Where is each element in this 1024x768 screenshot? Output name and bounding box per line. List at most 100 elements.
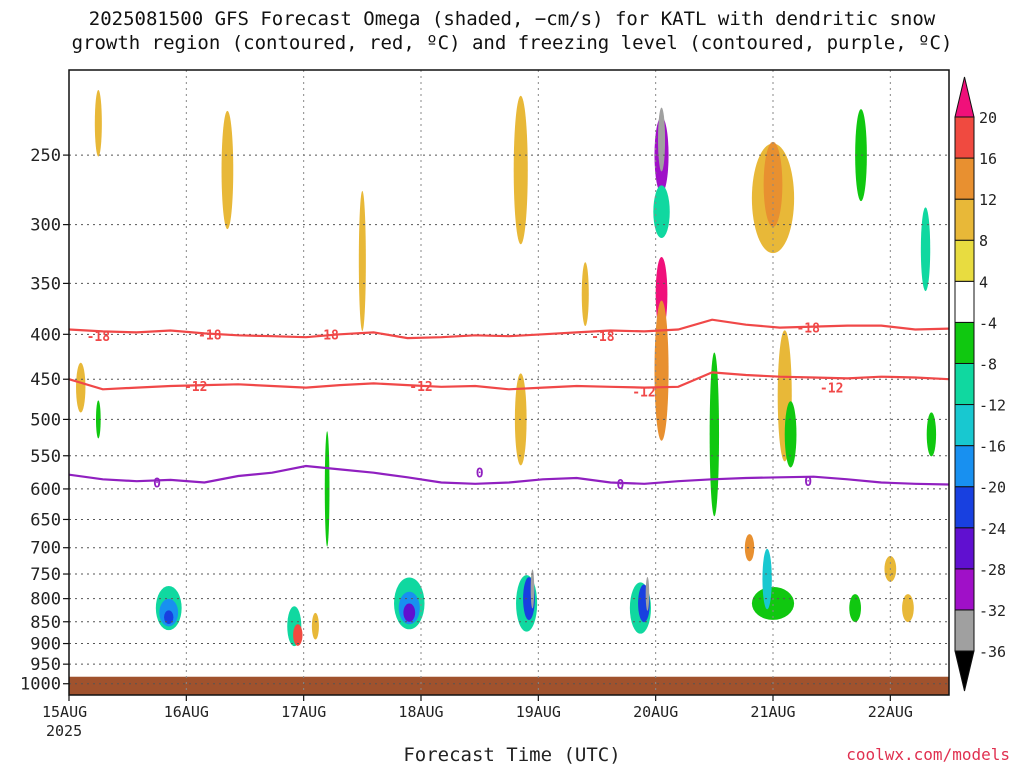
colorbar-label-5: -16	[979, 438, 1006, 456]
y-tick-label-8: 650	[30, 510, 61, 530]
contour-label-5: -12	[184, 380, 207, 395]
y-tick-label-12: 850	[30, 613, 61, 633]
colorbar-swatch-4	[954, 486, 975, 529]
x-axis: 15AUG 16AUG 17AUG 18AUG 19AUG 20AUG 21AUG 22AUG…	[42, 695, 913, 740]
colorbar-label-6: -12	[979, 397, 1006, 415]
omega-blob-20	[658, 107, 666, 172]
colorbar-swatch-10	[954, 239, 975, 282]
plot-frame	[68, 69, 950, 696]
ground-fill	[69, 676, 949, 695]
omega-blob-2	[164, 610, 174, 625]
colorbar-swatch-11	[954, 198, 975, 241]
contour-label-12: 0	[804, 475, 812, 490]
y-tick-label-3: 400	[30, 325, 61, 345]
y-axis: 250 300 350 400 450 500 550 600 650 700 750 800 8509…	[20, 146, 69, 695]
x-tick-label-3: 18AUG	[398, 703, 443, 721]
omega-blob-9	[403, 603, 416, 622]
colorbar-label-13: 20	[979, 109, 997, 127]
x-tick-label-4: 19AUG	[516, 703, 561, 721]
omega-blob-18	[654, 300, 669, 441]
plot-area	[69, 70, 949, 695]
omega-blob-23	[751, 586, 795, 620]
colorbar-label-11: 12	[979, 191, 997, 209]
contour-label-4: -18	[796, 322, 820, 337]
colorbar-swatch-9	[954, 280, 975, 323]
omega-blob-16	[645, 576, 650, 611]
colorbar-bottom-arrow	[954, 650, 975, 692]
contour-label-11: 0	[617, 478, 625, 493]
contour-label-0: -18	[87, 330, 111, 345]
colorbar-label-4: -20	[979, 479, 1006, 497]
colorbar-label-12: 16	[979, 150, 997, 168]
contour-label-1: -18	[198, 328, 222, 343]
colorbar-label-1: -32	[979, 602, 1006, 620]
y-tick-label-1: 300	[30, 216, 61, 236]
colorbar-swatch-1	[954, 609, 975, 652]
omega-blob-24	[762, 548, 772, 610]
contour-line-0	[69, 318, 949, 340]
x-tick-label-1: 16AUG	[164, 703, 209, 721]
omega-blob-25	[744, 534, 755, 562]
x-axis-label: Forecast Time (UTC)	[403, 744, 621, 766]
omega-blob-22	[709, 352, 720, 517]
y-tick-label-13: 900	[30, 635, 61, 655]
contour-label-8: -12	[820, 382, 843, 397]
contour-label-2: -18	[315, 328, 339, 343]
colorbar: -36 -32 -28 -24 -20 -16 -12 -8 -4 4 8 12 16 20	[954, 76, 1006, 692]
colorbar-label-2: -28	[979, 561, 1006, 579]
y-tick-label-5: 500	[30, 410, 61, 430]
frame-rect	[68, 69, 950, 696]
colorbar-swatch-5	[954, 445, 975, 488]
colorbar-swatch-8	[954, 321, 975, 364]
ground-layer	[69, 676, 949, 695]
chart-subtitle: growth region (contoured, red, ºC) and f…	[71, 32, 953, 54]
omega-blob-29	[784, 401, 797, 468]
contour-labels: -18 -18 -18 -18 -18 -12 -12 -12 -12 0 0 0 0	[87, 322, 844, 493]
colorbar-label-9: 4	[979, 273, 988, 291]
y-tick-label-0: 250	[30, 146, 61, 166]
y-tick-label-10: 750	[30, 565, 61, 585]
x-tick-label-6: 21AUG	[750, 703, 795, 721]
colorbar-swatch-13	[954, 116, 975, 159]
colorbar-label-0: -36	[979, 643, 1006, 661]
omega-blob-41	[513, 95, 528, 245]
contour-label-7: -12	[632, 386, 655, 401]
y-tick-label-11: 800	[30, 590, 61, 610]
chart-title: 2025081500 GFS Forecast Omega (shaded, −…	[88, 8, 936, 30]
contour-line-1	[69, 371, 949, 391]
x-tick-label-2: 17AUG	[281, 703, 326, 721]
colorbar-swatch-6	[954, 404, 975, 447]
colorbar-swatch-7	[954, 362, 975, 406]
contour-lines	[69, 318, 949, 486]
omega-blob-35	[902, 594, 914, 623]
x-year-label: 2025	[46, 722, 82, 740]
omega-blob-21	[653, 185, 670, 239]
contour-label-3: -18	[591, 330, 615, 345]
colorbar-top-arrow	[954, 76, 975, 118]
y-tick-label-9: 700	[30, 539, 61, 559]
y-tick-label-4: 450	[30, 370, 61, 390]
y-tick-label-2: 350	[30, 274, 61, 294]
omega-blob-39	[221, 110, 234, 230]
colorbar-label-3: -24	[979, 520, 1006, 538]
contour-label-10: 0	[476, 467, 484, 482]
colorbar-label-10: 8	[979, 232, 988, 250]
omega-blob-31	[920, 207, 931, 292]
x-tick-label-0: 15AUG	[42, 703, 87, 721]
contour-label-6: -12	[409, 380, 432, 395]
colorbar-label-8: -4	[979, 314, 997, 332]
omega-blob-38	[94, 90, 102, 157]
omega-blob-4	[293, 624, 303, 646]
colorbar-swatch-2	[954, 568, 975, 611]
omega-shading	[76, 90, 937, 647]
omega-blob-42	[581, 262, 589, 326]
y-tick-label-7: 600	[30, 480, 61, 500]
y-tick-label-6: 550	[30, 447, 61, 467]
x-tick-label-5: 20AUG	[633, 703, 678, 721]
colorbar-label-7: -8	[979, 355, 997, 373]
x-tick-label-7: 22AUG	[868, 703, 913, 721]
omega-blob-40	[358, 190, 366, 332]
y-tick-label-15: 1000	[20, 675, 61, 695]
contour-line-2	[69, 464, 949, 486]
